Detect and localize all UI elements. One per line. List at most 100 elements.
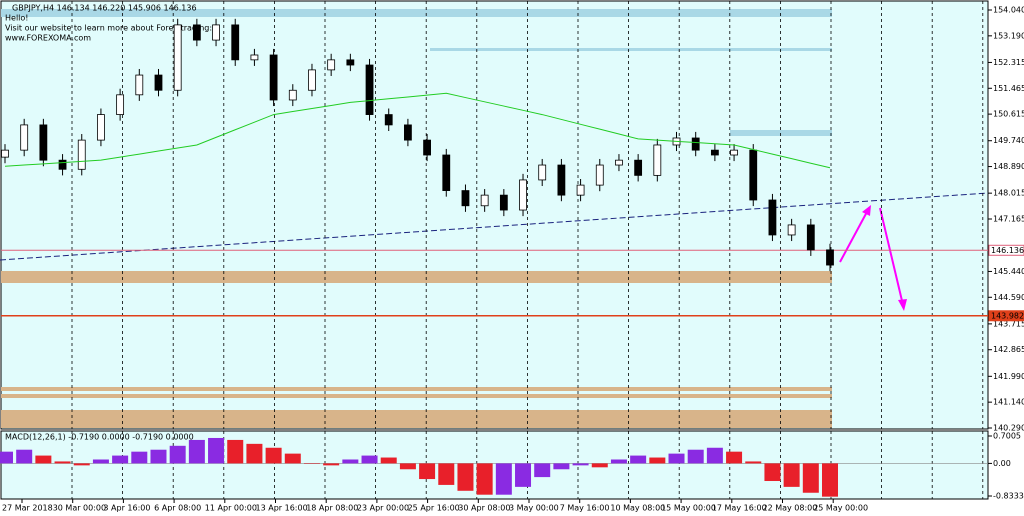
- macd-bar: [822, 463, 838, 497]
- header: GBPJPY,H4 146.134 146.220 145.906 146.13…: [12, 4, 197, 13]
- note: Hello!: [5, 14, 28, 23]
- x-tick-label: 11 Apr 00:00: [205, 504, 257, 513]
- macd-bar: [783, 463, 800, 487]
- level-box: [988, 310, 1024, 322]
- level-label: 143.982: [991, 311, 1024, 320]
- y-tick-label: 148.890: [993, 162, 1024, 171]
- candle-body: [173, 24, 182, 91]
- macd-bar: [16, 449, 33, 464]
- zones: [0, 1, 989, 499]
- macd-bar: [572, 463, 589, 466]
- macd-bar: [630, 455, 647, 464]
- macd-bar: [92, 459, 109, 464]
- candle-body: [20, 124, 29, 151]
- y-tick-label: 140.290: [993, 424, 1024, 433]
- macd-bar: [591, 463, 608, 468]
- candle-body: [250, 54, 259, 61]
- x-tick-label: 10 May 08:00: [610, 504, 665, 513]
- y-tick-label: 154.040: [993, 6, 1024, 15]
- macd-bar: [284, 453, 301, 464]
- candle-body: [58, 159, 67, 170]
- candle-body: [77, 139, 86, 170]
- macd-bar: [303, 463, 320, 464]
- candle-body: [595, 164, 604, 186]
- candle-body: [499, 194, 508, 211]
- macd-bar: [399, 463, 416, 470]
- price-panel: [0, 0, 989, 430]
- level-box: [988, 244, 1024, 256]
- macd-bar: [54, 461, 71, 464]
- zone: [730, 130, 832, 136]
- candle-body: [269, 54, 278, 101]
- macd-bar: [361, 455, 378, 464]
- macd-label: MACD(12,26,1) -0.7190 0.0000 -0.7190 0.0…: [5, 433, 194, 442]
- candle-body: [365, 64, 374, 115]
- macd-bar: [764, 463, 781, 482]
- zone: [1, 9, 832, 17]
- macd-bar: [150, 449, 167, 464]
- candle-body: [192, 24, 201, 41]
- macd-bar: [802, 463, 819, 493]
- y-tick-label: 141.990: [993, 372, 1024, 381]
- candle-body: [691, 137, 700, 151]
- candle-body: [135, 74, 144, 96]
- candle-body: [39, 124, 48, 161]
- x-tick-label: 18 Apr 08:00: [306, 504, 358, 513]
- y-tick-label: 152.315: [993, 58, 1024, 67]
- candle-body: [116, 94, 125, 115]
- x-tick-label: 23 Apr 00:00: [357, 504, 409, 513]
- candle-body: [231, 24, 240, 61]
- macd-bar: [476, 463, 493, 495]
- macd-bar: [169, 445, 186, 464]
- candle-body: [480, 194, 489, 207]
- zone: [1, 271, 832, 283]
- y-tick-label: 143.715: [993, 319, 1024, 328]
- macd-bar: [342, 459, 359, 464]
- candle-body: [749, 149, 758, 201]
- y-tick-label: 145.440: [993, 267, 1024, 276]
- candle-body: [826, 249, 834, 266]
- macd-bar: [534, 463, 551, 478]
- y-tick-label: 151.465: [993, 84, 1024, 93]
- y-tick-label: 141.140: [993, 398, 1024, 407]
- note: www.FOREXOMA.com: [5, 34, 91, 43]
- x-tick-label: 3 May 00:00: [509, 504, 559, 513]
- candle-body: [404, 124, 412, 141]
- candle-body: [557, 164, 566, 196]
- candle-body: [423, 139, 431, 156]
- candle-body: [653, 144, 662, 176]
- candle-body: [538, 164, 547, 181]
- macd-bar: [495, 463, 512, 495]
- x-tick-label: 22 May 08:00: [763, 504, 818, 513]
- arrow-head: [898, 299, 907, 311]
- candle-body: [442, 154, 451, 191]
- candle-body: [461, 190, 470, 207]
- candle-body: [346, 59, 355, 66]
- y-tick-label: 150.615: [993, 110, 1024, 119]
- x-tick-label: 7 May 16:00: [560, 504, 610, 513]
- x-tick-label: 3 Apr 16:00: [103, 504, 150, 513]
- macd-bar: [131, 451, 148, 464]
- macd-bar: [515, 463, 532, 487]
- x-tick-label: 6 Apr 08:00: [154, 504, 201, 513]
- zone: [1, 394, 832, 398]
- candle-body: [710, 149, 719, 156]
- zone: [430, 48, 832, 51]
- macd-bar: [188, 439, 205, 464]
- candle-body: [1, 149, 9, 158]
- x-tick-label: 17 May 16:00: [712, 504, 767, 513]
- candle-body: [576, 184, 585, 196]
- arrow: [879, 207, 904, 306]
- macd-bar: [745, 461, 762, 464]
- x-tick-label: 15 May 00:00: [661, 504, 716, 513]
- arrow: [839, 209, 869, 263]
- macd-bar: [0, 451, 13, 464]
- y-tick-label: 153.190: [993, 31, 1024, 40]
- candle-body: [787, 224, 796, 236]
- arrow-head: [862, 205, 871, 216]
- macd-bar: [73, 463, 90, 466]
- macd-bar: [438, 463, 455, 485]
- macd-bar: [112, 455, 129, 464]
- macd-bar: [265, 447, 282, 464]
